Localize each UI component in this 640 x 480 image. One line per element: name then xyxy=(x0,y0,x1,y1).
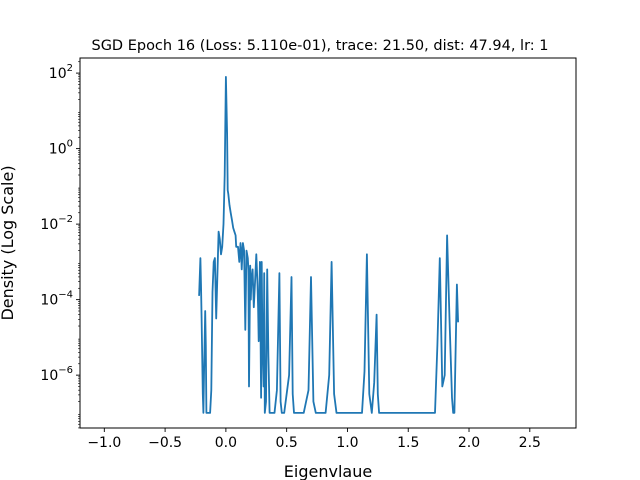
x-tick-label: 0.0 xyxy=(215,435,237,451)
x-tick-label: 0.5 xyxy=(276,435,298,451)
y-tick-label: 10−4 xyxy=(40,290,73,309)
x-tick-label: 1.5 xyxy=(397,435,419,451)
plot-frame xyxy=(79,57,577,429)
density-line xyxy=(198,76,459,414)
x-tick-label: −0.5 xyxy=(148,435,182,451)
y-tick-label: 10−6 xyxy=(40,365,73,384)
x-axis-label: Eigenvlaue xyxy=(284,462,372,480)
y-axis-label: Density (Log Scale) xyxy=(0,165,17,320)
y-axis: 102 100 10−2 10−4 10−6 xyxy=(40,61,80,429)
x-tick-label: 1.0 xyxy=(336,435,358,451)
x-tick-label: −1.0 xyxy=(87,435,121,451)
x-axis: −1.0 −0.5 0.0 0.5 1.0 1.5 2.0 2.5 xyxy=(87,428,541,451)
y-tick-label: 10−2 xyxy=(40,214,73,233)
y-tick-label: 100 xyxy=(49,139,73,158)
x-tick-label: 2.5 xyxy=(519,435,541,451)
x-tick-label: 2.0 xyxy=(458,435,480,451)
plot-area xyxy=(80,58,576,428)
y-tick-label: 102 xyxy=(49,63,73,82)
chart-title: SGD Epoch 16 (Loss: 5.110e-01), trace: 2… xyxy=(91,38,548,54)
